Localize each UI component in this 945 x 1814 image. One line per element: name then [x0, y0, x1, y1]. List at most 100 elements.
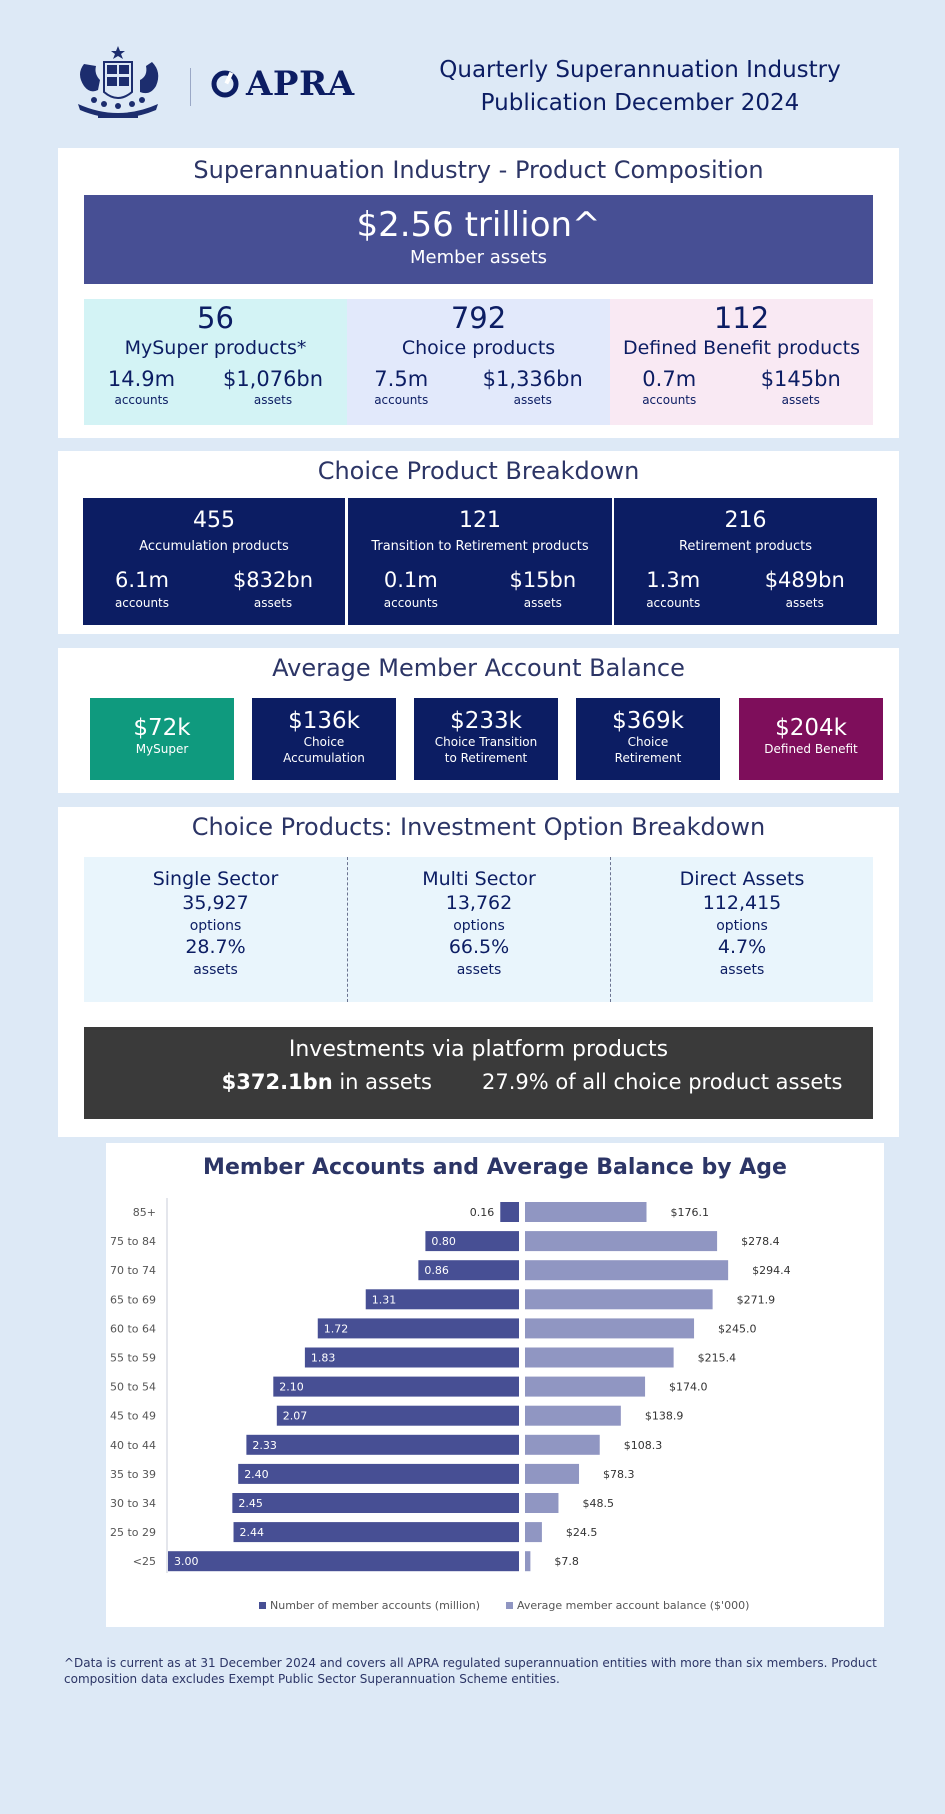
- platform-assets-value: $372.1bn: [221, 1070, 333, 1094]
- chart-category-label: 75 to 84: [110, 1235, 156, 1248]
- choice-assets-value: $489bn: [764, 568, 845, 592]
- balance-bar: [525, 1463, 580, 1484]
- choice-assets-label: assets: [785, 596, 824, 610]
- avg-balance-tile: $233k Choice Transition to Retirement: [414, 698, 558, 780]
- avg-balance-tile: $72k MySuper: [90, 698, 234, 780]
- accounts-bar-label: 0.86: [424, 1264, 449, 1277]
- product-assets-label: assets: [513, 393, 552, 407]
- product-name: Defined Benefit products: [622, 337, 860, 359]
- choice-accounts-label: accounts: [383, 596, 438, 610]
- accounts-bar-label: 1.31: [372, 1293, 397, 1306]
- avg-balance-title: Average Member Account Balance: [272, 654, 685, 682]
- chart-category-label: 85+: [133, 1206, 156, 1219]
- balance-bar-label: $138.9: [645, 1410, 684, 1423]
- accounts-bar-label: 2.10: [279, 1381, 304, 1394]
- accounts-bar: [276, 1405, 519, 1426]
- choice-product-accounts: 1.3m accounts: [646, 568, 700, 610]
- choice-accounts-value: 1.3m: [646, 568, 701, 592]
- product-accounts-value: 14.9m: [107, 367, 176, 391]
- balance-bar: [525, 1202, 647, 1222]
- product-accounts-value: 7.5m: [374, 367, 429, 391]
- chart-category-label: 60 to 64: [110, 1322, 156, 1335]
- product-accounts-value: 0.7m: [642, 367, 697, 391]
- chart-title: Member Accounts and Average Balance by A…: [203, 1155, 787, 1180]
- avg-balance-value: $136k: [288, 708, 360, 734]
- avg-balance-label-2: to Retirement: [444, 751, 528, 765]
- balance-bar: [525, 1551, 531, 1572]
- avg-balance-tile: $136k Choice Accumulation: [252, 698, 396, 780]
- accounts-bar-label: 2.33: [252, 1439, 277, 1452]
- balance-bar-label: $48.5: [582, 1497, 614, 1510]
- investment-option-column: Single Sector 35,927 options 28.7% assets: [84, 857, 347, 1002]
- choice-product-assets: $489bn assets: [765, 568, 845, 610]
- choice-assets-value: $832bn: [232, 568, 314, 592]
- balance-bar: [525, 1347, 674, 1368]
- accounts-bar: [238, 1463, 519, 1484]
- product-assets-value: $1,336bn: [482, 367, 583, 391]
- accounts-bar-label: 1.72: [324, 1322, 349, 1335]
- balance-bar: [525, 1231, 718, 1252]
- choice-product-name: Accumulation products: [139, 539, 289, 554]
- age-chart-card: 85+ 0.16 $176.1 75 to 84 0.80 $278.4 70 to 74 0…: [106, 1143, 884, 1627]
- balance-bar: [525, 1405, 621, 1426]
- product-assets: $1,336bn assets: [483, 367, 583, 407]
- total-assets-banner: $2.56 trillion^ Member assets: [84, 195, 873, 284]
- apra-mark-icon: [211, 70, 239, 98]
- product-assets: $145bn assets: [761, 367, 841, 407]
- avg-balance-value: $369k: [612, 708, 684, 734]
- platform-share-value: 27.9%: [482, 1070, 549, 1094]
- product-composition-title: Superannuation Industry - Product Compos…: [193, 156, 764, 184]
- page-title-line-1: Quarterly Superannuation Industry: [439, 57, 841, 83]
- page-title: Quarterly Superannuation Industry Public…: [400, 54, 880, 120]
- balance-bar-label: $78.3: [603, 1468, 635, 1481]
- balance-bar-label: $7.8: [554, 1555, 579, 1568]
- product-count: 56: [197, 301, 234, 335]
- avg-balance-label-2: Retirement: [614, 751, 682, 765]
- legend-balance-swatch: [506, 1602, 513, 1609]
- balance-bar-label: $108.3: [624, 1439, 663, 1452]
- accounts-bar: [246, 1434, 519, 1455]
- balance-bar: [525, 1376, 646, 1397]
- header-divider: [190, 68, 191, 106]
- product-assets-value: $1,076bn: [222, 367, 324, 391]
- accounts-bar: [233, 1522, 519, 1543]
- avg-balance-label-1: MySuper: [135, 742, 189, 756]
- choice-product-assets: $832bn assets: [233, 568, 313, 610]
- chart-category-label: 55 to 59: [110, 1352, 156, 1365]
- avg-balance-label-2: Accumulation: [283, 751, 365, 765]
- product-assets-value: $145bn: [760, 367, 841, 391]
- product-name: MySuper products*: [124, 337, 307, 359]
- chart-category-label: 35 to 39: [110, 1468, 156, 1481]
- investment-breakdown-card: Choice Products: Investment Option Break…: [58, 807, 899, 1137]
- product-count: 112: [713, 301, 770, 335]
- investment-option-count-label: options: [716, 918, 768, 934]
- investment-option-share-label: assets: [193, 962, 238, 978]
- investment-option-share-label: assets: [456, 962, 502, 978]
- accounts-bar-label: 1.83: [311, 1352, 336, 1365]
- choice-assets-value: $15bn: [509, 568, 577, 592]
- avg-balance-card: Average Member Account Balance $72k MySup…: [58, 648, 899, 793]
- investment-option-count: 13,762: [445, 892, 513, 914]
- product-count: 792: [450, 301, 507, 335]
- product-accounts-label: accounts: [374, 393, 429, 407]
- balance-bar: [525, 1260, 729, 1281]
- investment-option-count-label: options: [189, 918, 242, 934]
- choice-assets-label: assets: [253, 596, 293, 610]
- investment-option-count: 112,415: [702, 892, 782, 914]
- balance-bar-label: $24.5: [566, 1526, 598, 1539]
- accounts-bar-label: 0.80: [431, 1235, 456, 1248]
- product-accounts-label: accounts: [642, 393, 697, 407]
- platform-title: Investments via platform products: [288, 1037, 669, 1062]
- investment-option-name: Multi Sector: [422, 868, 536, 890]
- balance-bar-label: $271.9: [737, 1293, 776, 1306]
- avg-balance-tile: $369k Choice Retirement: [576, 698, 720, 780]
- choice-product-assets: $15bn assets: [509, 568, 576, 610]
- accounts-bar: [425, 1231, 519, 1252]
- product-accounts: 14.9m accounts: [108, 367, 175, 407]
- legend-accounts-swatch: [259, 1602, 266, 1609]
- product-box: 56 MySuper products* 14.9m accounts $1,076bn…: [84, 299, 347, 425]
- platform-assets: $372.1bn in assets: [84, 1070, 454, 1094]
- chart-category-label: 25 to 29: [110, 1526, 156, 1539]
- investment-option-name: Direct Assets: [679, 868, 805, 890]
- product-box: 792 Choice products 7.5m accounts $1,336bn as…: [347, 299, 610, 425]
